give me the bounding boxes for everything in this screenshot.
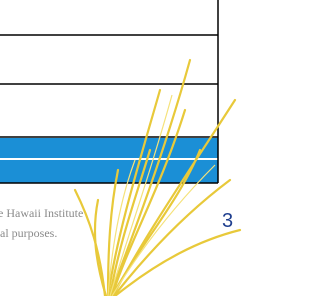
footer-text: al purposes. xyxy=(0,226,57,240)
slide: e Hawaii Institute al purposes. 3 xyxy=(0,0,246,296)
page: e Hawaii Institute al purposes. 3 (() =>… xyxy=(0,0,246,296)
footer-text: e Hawaii Institute xyxy=(0,206,83,220)
page-number: 3 xyxy=(222,210,233,232)
